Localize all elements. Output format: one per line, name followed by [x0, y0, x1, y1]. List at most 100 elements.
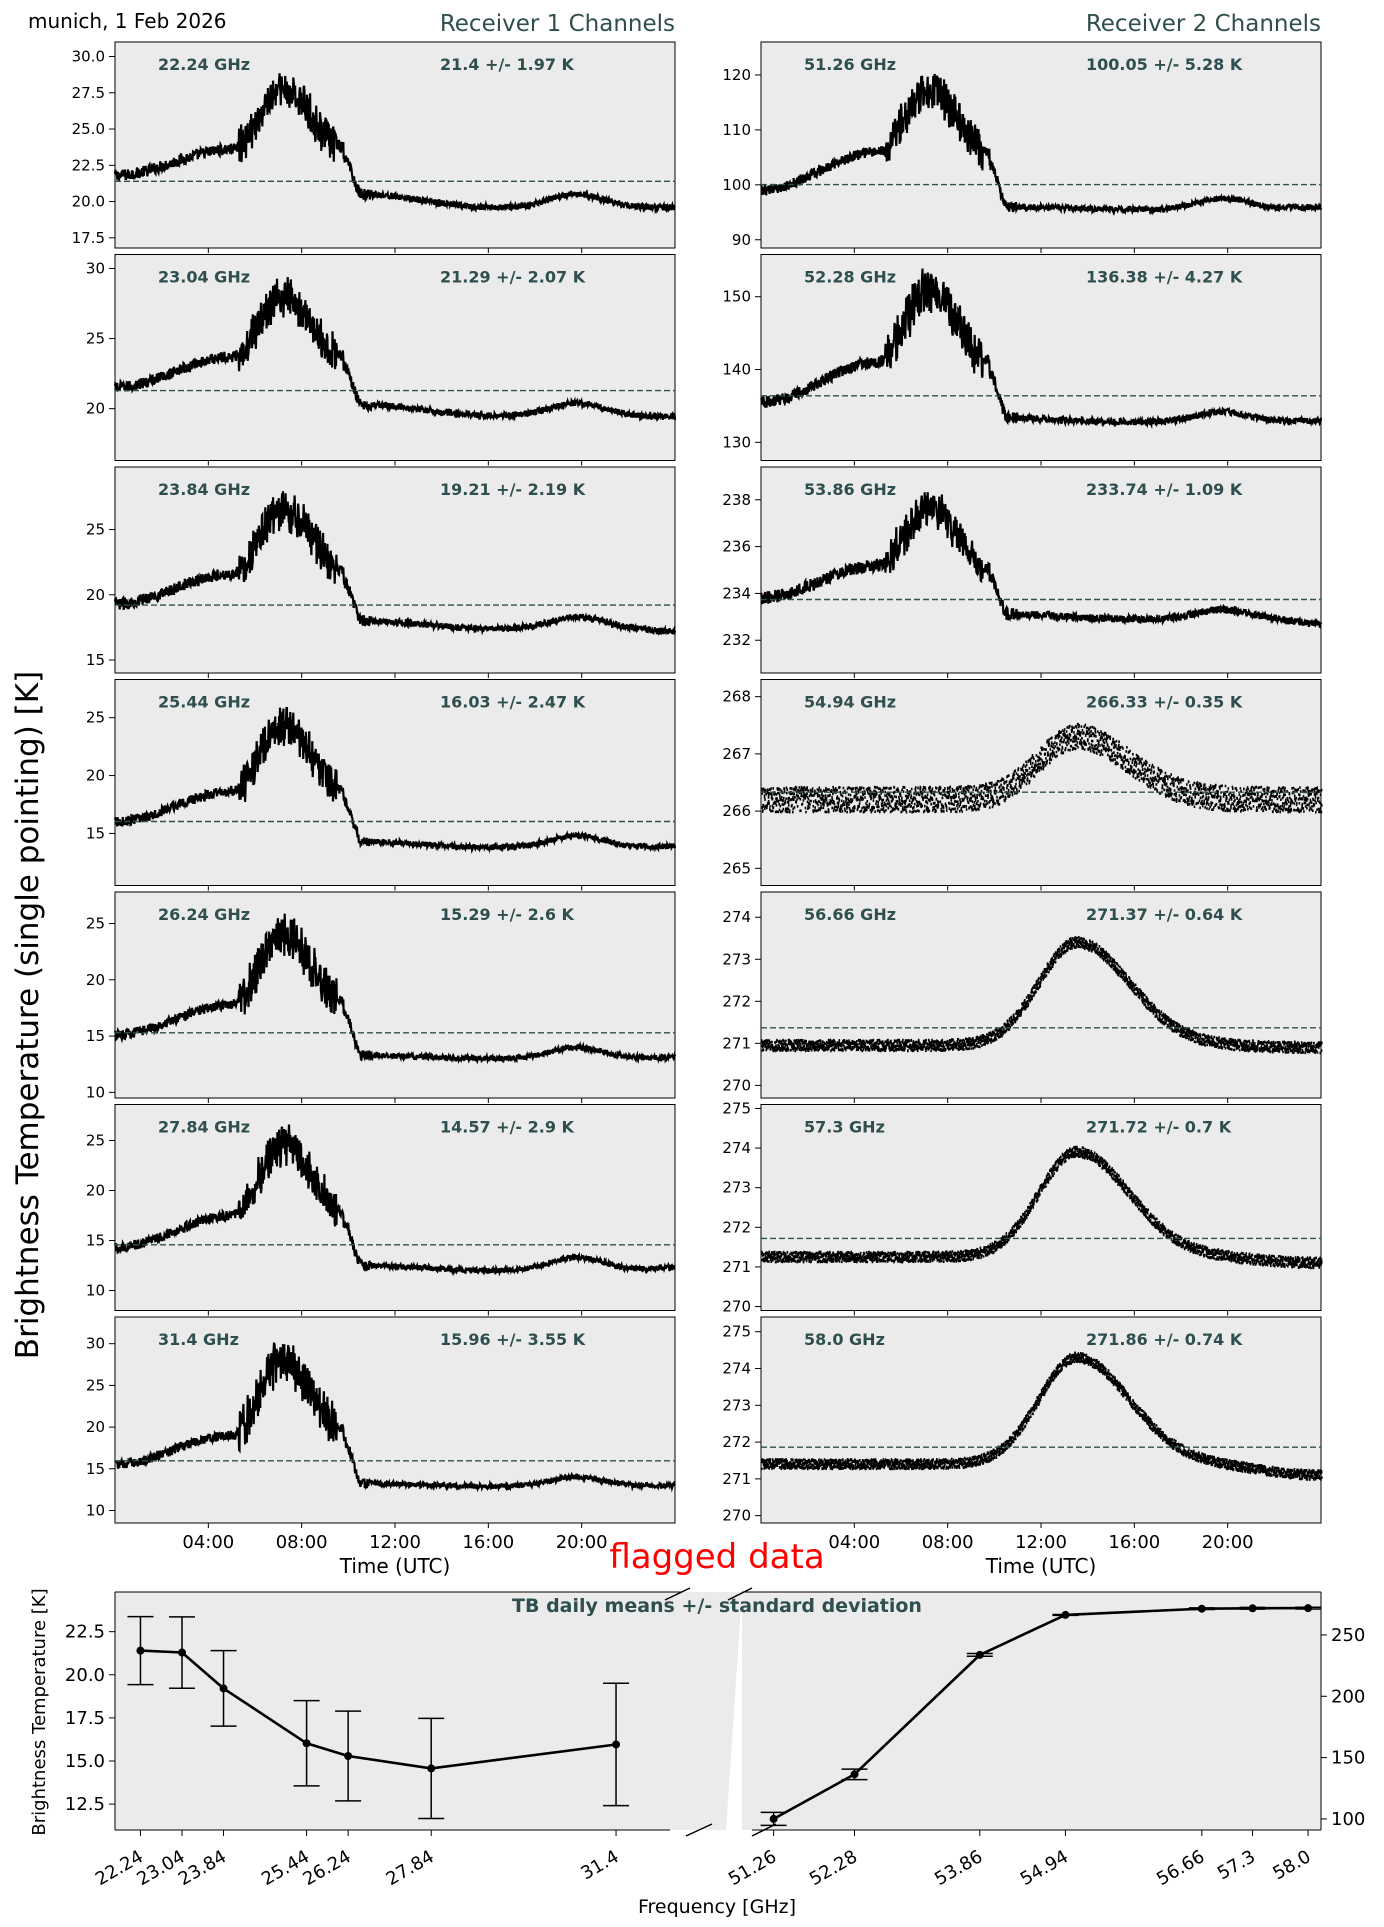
channel-panel: 265 266 267 268 54.94 GHz 266.33 +/- 0.35 K [722, 679, 1323, 891]
summary-y-axis-label: Brightness Temperature [K] [29, 1588, 50, 1835]
channel-mean-stat-label: 15.29 +/- 2.6 K [440, 905, 575, 924]
brightness-temperature-series [113, 491, 677, 636]
summary-x-axis-label: Frequency [GHz] [638, 1896, 796, 1918]
panel-background [114, 41, 676, 249]
y-tick-label: 234 [722, 584, 751, 602]
channel-panel: 10 15 20 25 26.24 GHz 15.29 +/- 2.6 K [86, 891, 677, 1103]
brightness-temperature-points [761, 1145, 1323, 1270]
axis-break-mark [664, 1587, 691, 1601]
y-tick-label: 275 [722, 1099, 751, 1117]
frequency-tick-label: 53.86 [931, 1846, 986, 1890]
brightness-temperature-series [113, 913, 677, 1065]
time-tick-label: 08:00 [922, 1532, 974, 1553]
channel-panel: 270 271 272 273 274 56.66 GHz 271.37 +/- 0.64 … [722, 891, 1323, 1103]
brightness-temperature-points [761, 1351, 1323, 1481]
channel-mean-stat-label: 14.57 +/- 2.9 K [440, 1118, 575, 1137]
time-tick-label: 08:00 [276, 1532, 328, 1553]
frequency-tick-label: 56.66 [1153, 1846, 1208, 1890]
mean-point [136, 1646, 145, 1655]
channel-mean-stat-label: 271.37 +/- 0.64 K [1086, 905, 1243, 924]
channel-mean-stat-label: 233.74 +/- 1.09 K [1086, 480, 1243, 499]
channel-frequency-label: 23.04 GHz [158, 268, 250, 287]
receiver2-title: Receiver 2 Channels [1086, 11, 1321, 37]
y-tick-label: 15 [86, 1027, 105, 1045]
y-tick-label: 15 [86, 651, 105, 669]
channel-panel: 15 20 25 23.84 GHz 19.21 +/- 2.19 K [86, 466, 677, 678]
brightness-temperature-series [760, 492, 1323, 630]
panel-background [760, 254, 1322, 461]
channel-frequency-label: 56.66 GHz [804, 905, 896, 924]
frequency-tick-label: 27.84 [383, 1846, 438, 1890]
summary-y-tick-label: 15.0 [65, 1751, 105, 1772]
brightness-temperature-series [760, 268, 1323, 429]
y-tick-label: 110 [722, 121, 751, 139]
y-tick-label: 15 [86, 1460, 105, 1478]
frequency-tick-label: 26.24 [300, 1846, 355, 1890]
main-y-axis-label: Brightness Temperature (single pointing)… [10, 671, 46, 1359]
y-tick-label: 20 [86, 586, 105, 604]
panel-background [760, 891, 1322, 1099]
y-tick-label: 274 [722, 1360, 751, 1378]
y-tick-label: 150 [722, 288, 751, 306]
frequency-tick-label: 31.4 [577, 1846, 622, 1884]
time-tick-label: 16:00 [1108, 1532, 1160, 1553]
time-axis-label-receiver1: Time (UTC) [339, 1554, 451, 1578]
panel-background [114, 679, 676, 886]
y-tick-label: 20.0 [72, 193, 105, 211]
channel-mean-stat-label: 19.21 +/- 2.19 K [440, 480, 586, 499]
channel-panel: 130 140 150 52.28 GHz 136.38 +/- 4.27 K [722, 254, 1323, 466]
time-tick-label: 20:00 [1202, 1532, 1254, 1553]
y-tick-label: 25 [86, 330, 105, 348]
channel-frequency-label: 52.28 GHz [804, 268, 896, 287]
summary-right-background [742, 1592, 1321, 1830]
y-tick-label: 27.5 [72, 84, 105, 102]
y-tick-label: 270 [722, 1076, 751, 1094]
y-tick-label: 236 [722, 538, 751, 556]
y-tick-label: 25 [86, 709, 105, 727]
brightness-temperature-series [760, 73, 1323, 216]
channel-panel: 270 271 272 273 274 275 57.3 GHz 271.72 +/- 0.7… [722, 1099, 1323, 1316]
frequency-tick-label: 23.84 [175, 1846, 230, 1890]
y-tick-label: 17.5 [72, 229, 105, 247]
summary-y-tick-label: 17.5 [65, 1708, 105, 1729]
time-tick-label: 04:00 [182, 1532, 234, 1553]
y-tick-label: 25 [86, 1132, 105, 1150]
frequency-tick-label: 58.0 [1269, 1846, 1314, 1884]
channel-frequency-label: 31.4 GHz [158, 1330, 239, 1349]
channel-mean-stat-label: 136.38 +/- 4.27 K [1086, 268, 1243, 287]
summary-y-tick-label: 100 [1331, 1809, 1365, 1830]
channel-panel: 232 234 236 238 53.86 GHz 233.74 +/- 1.09 K [722, 466, 1323, 678]
y-tick-label: 30 [86, 260, 105, 278]
channel-panel: 15 20 25 25.44 GHz 16.03 +/- 2.47 K [86, 679, 677, 891]
channel-frequency-label: 23.84 GHz [158, 480, 250, 499]
brightness-temperature-series [113, 73, 676, 215]
receiver1-title: Receiver 1 Channels [440, 11, 675, 37]
channel-panel: 10 15 20 25 30 04:00 08:00 12:00 16:00 20:00 31.4 … [86, 1316, 676, 1553]
y-tick-label: 90 [732, 231, 751, 249]
y-tick-label: 25 [86, 915, 105, 933]
channel-frequency-label: 25.44 GHz [158, 693, 250, 712]
y-tick-label: 275 [722, 1323, 751, 1341]
channel-panel: 90 100 110 120 51.26 GHz 100.05 +/- 5.28 K [722, 41, 1323, 253]
y-tick-label: 273 [722, 950, 751, 968]
summary-y-tick-label: 12.5 [65, 1794, 105, 1815]
panel-background [114, 1104, 676, 1311]
time-tick-label: 20:00 [556, 1532, 608, 1553]
y-tick-label: 140 [722, 361, 751, 379]
channel-frequency-label: 53.86 GHz [804, 480, 896, 499]
y-tick-label: 272 [722, 1433, 751, 1451]
time-tick-label: 12:00 [1015, 1532, 1067, 1553]
y-tick-label: 238 [722, 491, 751, 509]
flagged-data-label: flagged data [609, 1537, 824, 1577]
y-tick-label: 10 [86, 1501, 105, 1519]
time-tick-label: 04:00 [828, 1532, 880, 1553]
summary-y-tick-label: 250 [1331, 1625, 1365, 1646]
channel-mean-stat-label: 266.33 +/- 0.35 K [1086, 693, 1243, 712]
brightness-temperature-points [761, 722, 1323, 814]
channel-panel: 270 271 272 273 274 275 04:00 08:00 12:00 16:00 20… [722, 1316, 1323, 1553]
y-tick-label: 266 [722, 802, 751, 820]
time-tick-label: 12:00 [369, 1532, 421, 1553]
y-tick-label: 25.0 [72, 120, 105, 138]
channel-frequency-label: 51.26 GHz [804, 55, 896, 74]
